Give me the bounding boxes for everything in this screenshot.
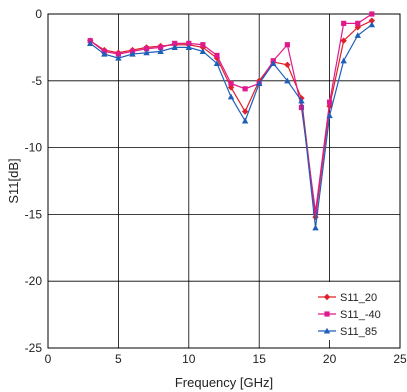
data-point [340, 57, 347, 64]
y-tick-label: -15 [25, 207, 43, 221]
data-point [312, 209, 319, 215]
data-point [115, 51, 121, 57]
x-axis-label: Frequency [GHz] [175, 375, 273, 390]
x-tick-label: 5 [115, 352, 122, 366]
data-point [241, 108, 249, 115]
x-tick-label: 0 [45, 352, 52, 366]
y-axis-label: S11[dB] [6, 158, 21, 203]
data-point [369, 11, 375, 17]
data-point [101, 50, 108, 57]
data-point [115, 54, 122, 61]
legend-marker [323, 327, 331, 334]
legend-label: S11_-40 [340, 309, 381, 321]
legend-label: S11_85 [340, 326, 377, 338]
data-point [200, 42, 206, 48]
data-point [157, 48, 164, 54]
data-point [199, 48, 207, 54]
data-point [256, 80, 263, 87]
y-tick-label: -10 [25, 141, 43, 155]
y-tick-label: 0 [35, 7, 42, 21]
data-point [242, 86, 248, 92]
legend-marker [324, 311, 330, 317]
data-point [129, 50, 136, 57]
data-point [327, 99, 333, 105]
data-point [143, 49, 150, 56]
y-tick-label: -20 [25, 274, 43, 288]
x-tick-label: 20 [323, 352, 337, 366]
legend: S11_20 S11_-40 S11_85 [312, 282, 396, 340]
data-point [158, 44, 164, 50]
data-point [214, 52, 220, 59]
grid [47, 13, 401, 349]
data-point [326, 112, 333, 119]
data-point [298, 104, 305, 111]
data-point [340, 37, 347, 44]
data-point [312, 224, 319, 231]
data-point [241, 117, 249, 124]
y-tick-label: -25 [25, 341, 43, 355]
x-tick-label: 25 [393, 352, 407, 366]
data-point [368, 21, 376, 28]
legend-label: S11_20 [340, 292, 377, 304]
data-point [354, 32, 361, 38]
legend-marker [323, 293, 331, 301]
y-tick-label: -5 [31, 74, 42, 88]
data-point [213, 60, 221, 66]
data-point [186, 40, 192, 46]
data-point [284, 77, 291, 84]
data-point [284, 42, 290, 48]
data-point [341, 20, 347, 26]
x-tick-label: 15 [253, 352, 267, 366]
x-tick-label: 10 [182, 352, 196, 366]
y-axis: 0 -5 -10 -15 -20 -25 [25, 7, 43, 355]
data-point [87, 40, 94, 46]
data-point [270, 60, 277, 66]
data-point [298, 97, 305, 104]
series-2 [87, 21, 376, 231]
data-point [227, 93, 235, 100]
x-axis: 0 5 10 15 20 25 [45, 352, 407, 366]
data-point [172, 40, 178, 46]
data-point [185, 44, 192, 50]
data-point [368, 17, 376, 24]
data-point [143, 46, 150, 52]
data-point [284, 61, 291, 68]
data-point [171, 44, 178, 50]
data-point [355, 20, 361, 26]
data-point [228, 80, 234, 87]
series-layer [87, 11, 376, 231]
